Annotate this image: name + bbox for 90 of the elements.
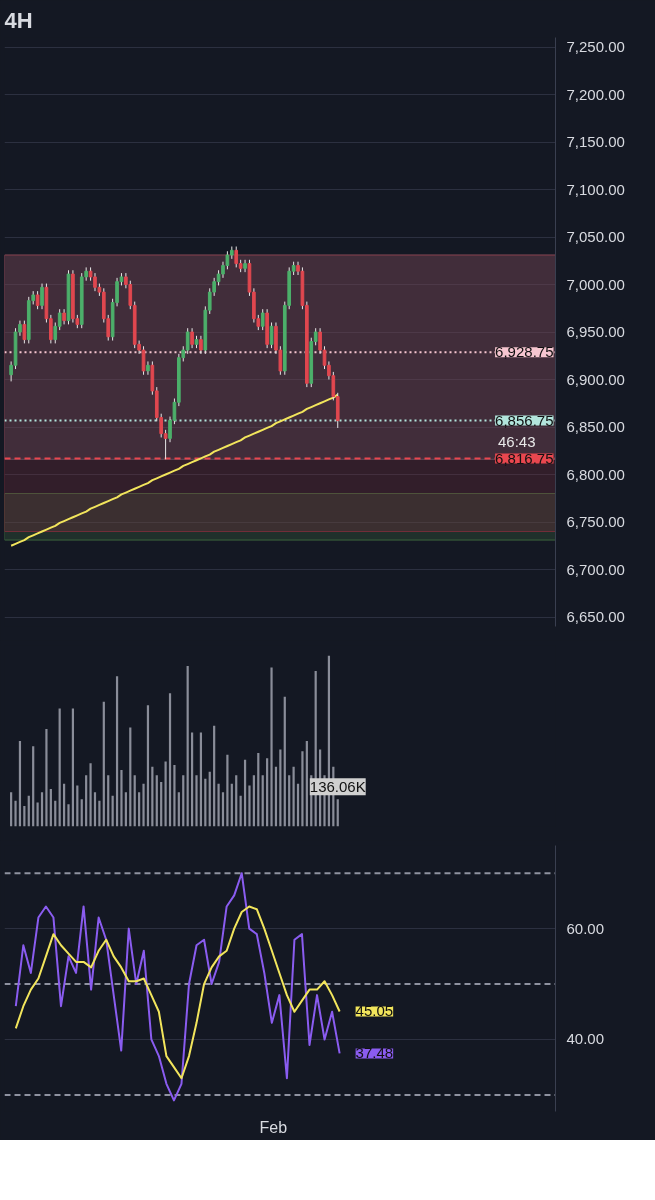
y-tick-label: 40.00 — [566, 1030, 605, 1048]
y-tick-label: 6,850.00 — [566, 418, 625, 435]
bar — [226, 754, 229, 827]
bar — [261, 775, 264, 827]
bar — [67, 804, 70, 827]
bar — [190, 732, 194, 827]
bar — [221, 792, 225, 827]
bar — [257, 752, 260, 827]
bar — [168, 693, 172, 827]
candlestick — [199, 335, 203, 355]
bar — [177, 792, 180, 827]
candlestick — [35, 290, 40, 310]
bar — [80, 799, 83, 827]
bar — [18, 741, 22, 827]
bar — [45, 729, 48, 827]
bar — [252, 775, 255, 827]
bar — [102, 701, 105, 827]
bar — [155, 775, 158, 827]
candlestick — [243, 259, 247, 273]
bar — [266, 758, 269, 827]
bar — [10, 792, 13, 827]
candlestick — [141, 345, 146, 376]
bar — [305, 741, 308, 827]
bar — [129, 727, 132, 827]
data-label: 136.06K — [309, 778, 366, 796]
bar — [138, 792, 141, 827]
text: 46:43 — [497, 432, 536, 450]
text: Feb — [259, 1118, 288, 1136]
candlestick — [185, 327, 190, 355]
bar — [124, 792, 127, 827]
chart-subtitle: 4H — [4, 7, 33, 33]
bar — [217, 783, 220, 827]
bar — [283, 696, 286, 827]
bar — [213, 725, 216, 827]
bar — [58, 708, 61, 827]
bar — [89, 763, 92, 827]
bar — [182, 775, 185, 827]
bar — [195, 775, 198, 827]
bar — [146, 705, 150, 827]
candlestick — [146, 360, 150, 376]
bar — [173, 765, 176, 827]
bar — [336, 799, 339, 827]
y-tick-label: 7,100.00 — [566, 180, 625, 198]
bar — [235, 775, 238, 827]
y-tick-label: 7,250.00 — [566, 38, 625, 55]
line-series — [14, 872, 341, 1102]
candlestick — [260, 308, 265, 331]
y-tick-label: 6,900.00 — [566, 370, 625, 388]
bar — [248, 785, 251, 827]
bar — [115, 676, 119, 827]
bar — [120, 770, 123, 827]
bar — [14, 800, 17, 827]
bar — [186, 665, 189, 827]
candlestick — [40, 283, 44, 310]
bar — [288, 775, 291, 827]
bar — [98, 800, 101, 827]
y-tick-label: 60.00 — [566, 919, 605, 937]
y-tick-label: 7,200.00 — [566, 85, 625, 103]
y-tick-label: 7,050.00 — [566, 228, 625, 245]
y-tick-label: 6,650.00 — [566, 608, 625, 625]
y-tick-label: 6,750.00 — [566, 513, 625, 530]
bar — [301, 751, 304, 827]
bar — [142, 783, 145, 827]
bar — [133, 775, 136, 827]
bar — [199, 732, 203, 827]
ref-line-label: 6,856.75 — [495, 411, 554, 429]
data-label: 37.48 — [355, 1044, 394, 1062]
y-tick-label: 6,800.00 — [566, 465, 625, 483]
bar — [270, 667, 273, 827]
bar — [85, 775, 88, 827]
candlestick — [269, 322, 274, 349]
candlestick — [190, 327, 194, 349]
candlestick — [93, 272, 97, 292]
candlestick — [234, 246, 239, 268]
bar — [32, 746, 35, 827]
y-tick-label: 6,700.00 — [566, 560, 625, 578]
line-series — [14, 905, 341, 1080]
ref-line-label: 6,816.75 — [495, 449, 554, 467]
bar — [243, 759, 247, 827]
bar — [107, 775, 110, 827]
candlestick — [22, 320, 27, 344]
ref-line-label: 6,928.75 — [495, 343, 554, 361]
bar — [93, 792, 97, 827]
bar — [160, 782, 163, 827]
y-tick-label: 7,000.00 — [566, 275, 625, 293]
bar — [40, 792, 44, 827]
y-tick-label: 7,150.00 — [566, 133, 625, 150]
y-tick-label: 6,950.00 — [566, 323, 625, 340]
bar — [71, 708, 75, 827]
bar — [164, 761, 167, 827]
